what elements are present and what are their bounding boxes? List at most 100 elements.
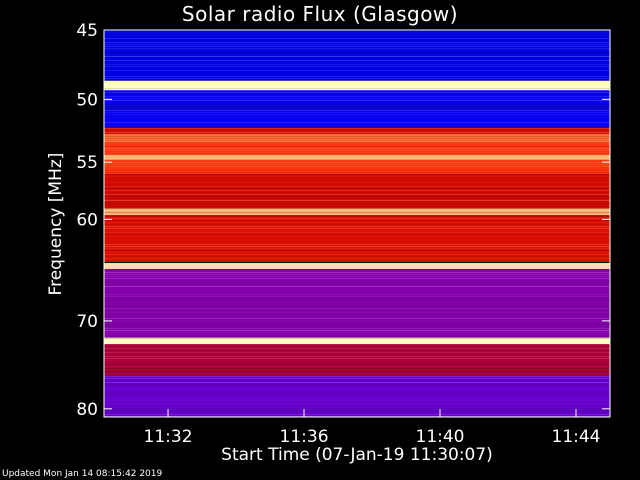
spectrogram-band [104, 208, 610, 216]
texture-line [104, 146, 610, 147]
texture-line [104, 302, 610, 303]
texture-line [104, 126, 610, 127]
texture-line [104, 334, 610, 335]
texture-line [104, 258, 610, 259]
texture-line [104, 172, 610, 173]
texture-line [104, 402, 610, 403]
y-axis: 45 50 55 60 70 80 [76, 21, 610, 420]
texture-line [104, 260, 610, 261]
y-tick-label: 50 [76, 90, 98, 110]
texture-line [104, 148, 610, 149]
texture-line [104, 74, 610, 75]
texture-line [104, 306, 610, 307]
texture-line [104, 396, 610, 397]
texture-line [104, 414, 610, 415]
texture-line [104, 168, 610, 169]
texture-line [104, 294, 610, 295]
texture-line [104, 160, 610, 161]
texture-line [104, 288, 610, 289]
spectrogram-band [104, 269, 610, 338]
texture-line [104, 130, 610, 131]
texture-line [104, 270, 610, 271]
texture-line [104, 364, 610, 365]
x-tick-label: 11:44 [552, 427, 601, 447]
texture-line [104, 398, 610, 399]
y-tick-label: 70 [76, 312, 98, 332]
texture-line [104, 238, 610, 239]
texture-line [104, 368, 610, 369]
texture-line [104, 174, 610, 175]
texture-line [104, 34, 610, 35]
texture-line [104, 292, 610, 293]
texture-line [104, 390, 610, 391]
spectrogram-band [104, 215, 610, 262]
x-tick-label: 11:32 [144, 427, 193, 447]
texture-line [104, 104, 610, 105]
texture-line [104, 394, 610, 395]
texture-line [104, 158, 610, 159]
texture-line [104, 268, 610, 269]
texture-line [104, 386, 610, 387]
texture-line [104, 262, 610, 263]
texture-line [104, 190, 610, 191]
texture-line [104, 154, 610, 155]
texture-line [104, 206, 610, 207]
texture-line [104, 224, 610, 225]
texture-line [104, 282, 610, 283]
x-tick-label: 11:36 [280, 427, 329, 447]
texture-line [104, 170, 610, 171]
texture-line [104, 202, 610, 203]
spectrogram-band [104, 173, 610, 209]
texture-line [104, 166, 610, 167]
texture-line [104, 46, 610, 47]
texture-line [104, 40, 610, 41]
texture-line [104, 200, 610, 201]
texture-line [104, 116, 610, 117]
y-tick-label: 45 [76, 21, 98, 41]
texture-line [104, 108, 610, 109]
texture-line [104, 342, 610, 343]
texture-line [104, 400, 610, 401]
texture-line [104, 236, 610, 237]
texture-line [104, 128, 610, 129]
texture-line [104, 32, 610, 33]
chart-title: Solar radio Flux (Glasgow) [181, 2, 459, 26]
texture-line [104, 346, 610, 347]
texture-line [104, 358, 610, 359]
texture-line [104, 102, 610, 103]
texture-line [104, 204, 610, 205]
texture-line [104, 194, 610, 195]
texture-line [104, 214, 610, 215]
spectrogram-bands [104, 30, 610, 417]
texture-line [104, 86, 610, 87]
texture-line [104, 164, 610, 165]
texture-line [104, 412, 610, 413]
texture-line [104, 356, 610, 357]
texture-line [104, 54, 610, 55]
texture-line [104, 124, 610, 125]
x-axis-label: Start Time (07-Jan-19 11:30:07) [221, 445, 493, 465]
texture-line [104, 132, 610, 133]
spectrogram-band [104, 30, 610, 81]
texture-line [104, 82, 610, 83]
texture-line [104, 272, 610, 273]
texture-line [104, 144, 610, 145]
texture-line [104, 338, 610, 339]
texture-line [104, 44, 610, 45]
texture-line [104, 264, 610, 265]
texture-line [104, 208, 610, 209]
texture-line [104, 152, 610, 153]
texture-line [104, 404, 610, 405]
texture-line [104, 96, 610, 97]
texture-line [104, 64, 610, 65]
texture-line [104, 36, 610, 37]
texture-line [104, 218, 610, 219]
texture-line [104, 120, 610, 121]
texture-line [104, 318, 610, 319]
spectrogram-band [104, 262, 610, 270]
texture-line [104, 336, 610, 337]
texture-line [104, 92, 610, 93]
texture-line [104, 112, 610, 113]
texture-line [104, 88, 610, 89]
texture-line [104, 340, 610, 341]
